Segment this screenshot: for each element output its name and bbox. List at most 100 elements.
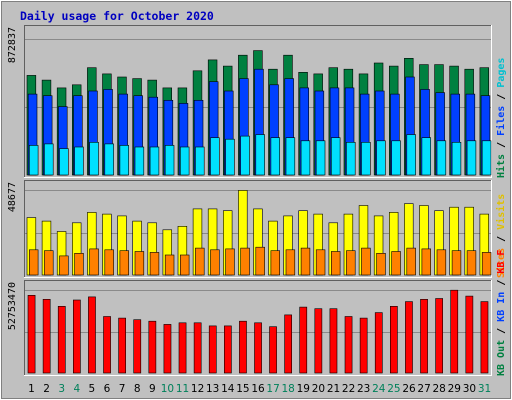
bar-kb-f-day-16	[254, 322, 262, 374]
legend-item: Sites	[495, 248, 507, 278]
x-tick-label-27: 27	[417, 383, 430, 395]
bar-pages-day-10	[164, 145, 175, 176]
bar-pages-day-5	[89, 142, 99, 176]
x-tick-label-17: 17	[266, 383, 279, 395]
bar-sites-day-21	[330, 251, 341, 276]
bar-pages-day-4	[74, 146, 84, 176]
bar-kb-f-day-1	[27, 294, 36, 374]
x-tick-label-29: 29	[448, 383, 461, 395]
bar-sites-day-15	[240, 247, 250, 276]
bar-sites-day-16	[255, 246, 265, 276]
bar-kb-f-day-10	[163, 324, 172, 374]
y-max-label: 52753470	[7, 282, 18, 330]
bar-kb-f-day-3	[57, 305, 66, 374]
bar-sites-day-1	[28, 249, 39, 276]
bar-pages-day-1	[28, 145, 39, 176]
bar-pages-day-14	[225, 138, 235, 176]
x-tick-label-20: 20	[312, 383, 325, 395]
bar-pages-day-24	[376, 140, 386, 176]
bar-kb-f-day-31	[480, 301, 489, 374]
panel-2: 48677 Sites / Visits	[7, 180, 507, 278]
bar-pages-day-7	[119, 145, 130, 176]
bar-kb-f-day-19	[299, 306, 308, 374]
y-max-label: 48677	[7, 182, 18, 212]
bar-sites-day-23	[361, 247, 371, 276]
bar-sites-day-7	[119, 250, 130, 276]
legend-item: Files	[495, 106, 507, 136]
bar-kb-f-day-24	[374, 312, 383, 374]
x-tick-label-23: 23	[357, 383, 370, 395]
bar-sites-day-25	[391, 251, 401, 276]
bar-pages-day-12	[195, 146, 205, 176]
legend-separator: /	[496, 322, 507, 340]
bar-pages-day-19	[300, 140, 311, 176]
bar-kb-f-day-29	[450, 289, 459, 374]
bar-sites-day-6	[104, 249, 114, 276]
bar-pages-day-17	[270, 137, 280, 176]
bar-pages-day-20	[315, 140, 326, 176]
bar-sites-day-9	[149, 252, 160, 276]
bar-sites-day-12	[195, 247, 205, 276]
legend-item: KB In	[496, 292, 507, 322]
x-tick-label-2: 2	[43, 383, 50, 395]
bar-kb-f-day-20	[314, 308, 323, 374]
bar-pages-day-13	[210, 137, 220, 176]
x-tick-label-10: 10	[161, 383, 174, 395]
bar-pages-day-16	[255, 134, 265, 176]
x-tick-label-22: 22	[342, 383, 355, 395]
bar-sites-day-13	[210, 249, 220, 276]
bar-kb-f-day-17	[269, 326, 277, 374]
x-tick-label-7: 7	[119, 383, 126, 395]
bar-sites-day-3	[59, 255, 69, 276]
bar-kb-f-day-5	[88, 296, 96, 374]
bar-sites-day-30	[466, 250, 477, 276]
x-tick-label-9: 9	[149, 383, 156, 395]
x-tick-label-26: 26	[402, 383, 416, 395]
x-tick-label-11: 11	[176, 383, 189, 395]
bar-pages-day-27	[421, 137, 431, 176]
bar-kb-f-day-11	[178, 322, 187, 374]
bar-sites-day-10	[164, 254, 175, 276]
y-max-label: 872837	[7, 27, 18, 63]
bar-kb-f-day-25	[389, 305, 398, 374]
bar-pages-day-31	[481, 140, 492, 176]
legend-item: Pages	[496, 58, 507, 88]
bar-pages-day-28	[436, 140, 447, 176]
bar-pages-day-2	[44, 143, 54, 176]
x-axis-labels: 1 2 3 4 5 6 7 8 9 10 11 12 13 14 15 16 17 18 19 20 21 22 23 24 2…	[28, 383, 491, 395]
panel-3: 52753470 KB Out / KB In / KB F	[7, 250, 507, 376]
bar-sites-day-2	[44, 250, 54, 276]
bar-kb-f-day-13	[208, 325, 217, 374]
bar-kb-f-day-26	[405, 301, 413, 374]
bar-sites-day-5	[89, 248, 99, 276]
bar-sites-day-29	[451, 250, 462, 276]
bar-kb-f-day-22	[344, 316, 353, 374]
x-tick-label-18: 18	[282, 383, 295, 395]
x-tick-label-6: 6	[104, 383, 111, 395]
bar-sites-day-4	[74, 253, 84, 276]
legend-item: Hits	[495, 154, 507, 178]
bar-sites-day-11	[180, 254, 190, 276]
legend-separator: /	[496, 274, 507, 292]
x-tick-label-4: 4	[73, 383, 80, 395]
bar-sites-day-18	[285, 249, 296, 276]
bar-sites-day-27	[421, 248, 431, 276]
bar-pages-day-8	[134, 146, 145, 176]
x-tick-label-30: 30	[463, 383, 476, 395]
bar-pages-day-25	[391, 140, 401, 176]
bar-sites-day-24	[376, 253, 386, 276]
bar-kb-f-day-27	[420, 298, 428, 374]
bar-kb-f-day-6	[103, 316, 111, 374]
panel-1: 872837 Hits / Files / Pages	[7, 25, 507, 178]
bar-kb-f-day-2	[42, 298, 51, 374]
legend-item: KB Out	[496, 340, 507, 376]
x-tick-label-24: 24	[372, 383, 386, 395]
x-tick-label-15: 15	[236, 383, 249, 395]
x-tick-label-13: 13	[206, 383, 219, 395]
x-tick-label-28: 28	[433, 383, 446, 395]
bar-sites-day-28	[436, 249, 447, 276]
bar-kb-f-day-23	[359, 317, 368, 374]
bar-sites-day-20	[315, 249, 326, 276]
